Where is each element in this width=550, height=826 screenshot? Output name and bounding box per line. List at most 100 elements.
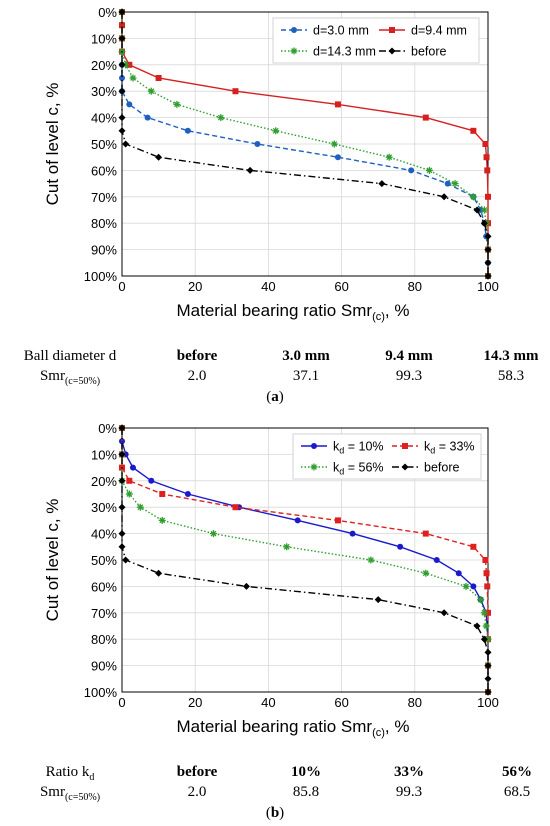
chart-b-data-point: [484, 675, 492, 683]
chart-b-data-point: [125, 490, 133, 498]
table-a-val-before: 2.0: [187, 368, 207, 384]
chart-a-data-point: [144, 114, 151, 121]
chart-a-data-point: [484, 259, 492, 267]
table-a-row-label-sub: (c=50%): [64, 376, 101, 387]
table-b-header-row: Ratio kd before 10% 33% 56%: [0, 764, 550, 784]
chart-a-data-point: [473, 206, 481, 214]
chart-b-data-point: [119, 438, 125, 445]
chart-b-x-tick-label: 60: [334, 695, 348, 710]
table-a-smr-row: Smr(c=50%) 2.0 37.1 99.3 58.3: [0, 368, 550, 388]
chart-a-series-3: [118, 8, 492, 280]
chart-b-data-point: [118, 477, 126, 485]
chart-b-y-tick-label: 70%: [91, 606, 117, 621]
chart-b-legend-marker: [402, 443, 408, 449]
chart-a-y-tick-label: 50%: [91, 137, 117, 152]
chart-b-y-tick-label: 50%: [91, 553, 117, 568]
chart-b-data-point: [126, 477, 133, 484]
table-a-header-row: Ball diameter d before 3.0 mm 9.4 mm 14.…: [0, 348, 550, 368]
caption-b: (b): [0, 805, 550, 822]
chart-b-data-point: [462, 582, 470, 590]
caption-a-open: (: [266, 389, 272, 405]
chart-a-data-point: [334, 154, 341, 161]
chart-a-data-point: [126, 101, 133, 108]
chart-a-y-tick-label: 40%: [91, 111, 117, 126]
chart-b-data-point: [367, 556, 375, 564]
chart-a-data-point: [246, 166, 254, 174]
chart-b-data-point: [485, 609, 491, 616]
chart-b-y-tick-label: 100%: [84, 685, 118, 700]
chart-b-x-tick-label: 40: [261, 695, 275, 710]
chart-a-x-tick-label: 40: [261, 279, 275, 294]
chart-b: 0 20 40 60 80 100 0% 10% 20% 30% 40% 50% 60% 70% 80% 90…: [43, 421, 499, 739]
chart-a-data-point: [122, 140, 130, 148]
chart-a-data-point: [425, 166, 433, 174]
chart-a-data-point: [184, 127, 191, 134]
chart-b-data-point: [484, 688, 492, 696]
chart-b-data-point: [118, 424, 126, 432]
caption-a: (a): [0, 389, 550, 406]
chart-a-data-point: [480, 206, 488, 214]
panel-b: 0 20 40 60 80 100 0% 10% 20% 30% 40% 50% 60% 70% 80% 90…: [0, 412, 550, 826]
chart-a-data-point: [334, 101, 341, 108]
chart-b-legend: kd = 10% kd = 33% kd = 56% before: [292, 433, 482, 480]
chart-b-y-tick-label: 60%: [91, 579, 117, 594]
chart-a-y-tick-label: 20%: [91, 58, 117, 73]
caption-b-letter: b: [270, 805, 280, 821]
chart-a-data-point: [444, 180, 451, 187]
chart-b-legend-marker: [311, 443, 317, 449]
chart-b-legend-item: kd = 56%: [301, 461, 384, 477]
chart-b-data-point: [483, 570, 490, 577]
chart-a-data-point: [155, 75, 162, 81]
chart-a-data-point: [484, 232, 492, 240]
chart-b-data-point: [470, 583, 477, 590]
caption-b-close: ): [279, 805, 285, 821]
table-b-val-33: 99.3: [395, 784, 423, 800]
table-b-val-56: 68.5: [503, 784, 531, 800]
chart-b-data-point: [283, 543, 291, 551]
chart-a-data-point: [118, 87, 126, 95]
chart-a-legend-label: before: [411, 45, 446, 59]
chart-b-data-point: [242, 582, 250, 590]
table-b-row-label-sub: (c=50%): [64, 792, 101, 803]
chart-b-y-tick-label: 90%: [91, 659, 117, 674]
chart-b-data-point: [397, 543, 404, 550]
chart-a-data-point: [440, 193, 448, 201]
chart-a-data-point: [254, 141, 261, 147]
chart-a-y-tick-label: 100%: [84, 269, 118, 284]
chart-b-data-point: [374, 596, 382, 604]
chart-a-legend-item: d=3.0 mm: [281, 24, 369, 38]
chart-a-data-point: [470, 127, 477, 134]
chart-a-legend-marker: [388, 47, 396, 55]
chart-a-data-point: [330, 140, 338, 148]
chart-b-data-point: [118, 503, 126, 511]
chart-b-data-point: [118, 450, 126, 458]
chart-b-legend-box: [292, 433, 482, 480]
chart-b-data-point: [422, 530, 429, 537]
chart-a-data-point: [118, 34, 126, 42]
chart-a-data-point: [155, 153, 163, 161]
chart-b-data-point: [484, 583, 491, 590]
table-a-val-3mm: 37.1: [292, 368, 320, 384]
chart-b-legend-item: before: [392, 461, 459, 475]
chart-b-data-point: [480, 635, 488, 643]
chart-b-data-point: [158, 516, 166, 524]
chart-b-x-tick-label: 80: [408, 695, 422, 710]
chart-b-y-tick-label: 40%: [91, 527, 117, 542]
table-b-col-33: 33%: [394, 764, 424, 780]
chart-b-y-tick-label: 30%: [91, 500, 117, 515]
chart-a-data-point: [147, 87, 155, 95]
chart-a: 0 20 40 60 80 100 0% 10% 20% 30% 40% 50% 60% 70% 80% 90…: [43, 5, 499, 323]
chart-b-data-point: [334, 517, 341, 524]
chart-b-legend-item: kd = 33%: [392, 440, 475, 456]
chart-b-data-point: [294, 517, 301, 524]
chart-a-data-point: [118, 8, 126, 16]
chart-b-data-point: [480, 609, 488, 617]
table-a-col-9mm: 9.4 mm: [385, 348, 433, 364]
chart-a-y-axis-label: Cut of level c, %: [43, 83, 62, 206]
chart-b-data-point: [118, 530, 126, 538]
chart-a-legend: d=3.0 mm d=9.4 mm d=14.3 mm before: [272, 17, 480, 64]
chart-a-data-point: [118, 61, 126, 69]
chart-a-legend-label: d=9.4 mm: [411, 24, 467, 38]
table-a-row-label-main: Smr: [39, 368, 65, 384]
chart-b-legend-label: kd = 33%: [424, 440, 475, 456]
